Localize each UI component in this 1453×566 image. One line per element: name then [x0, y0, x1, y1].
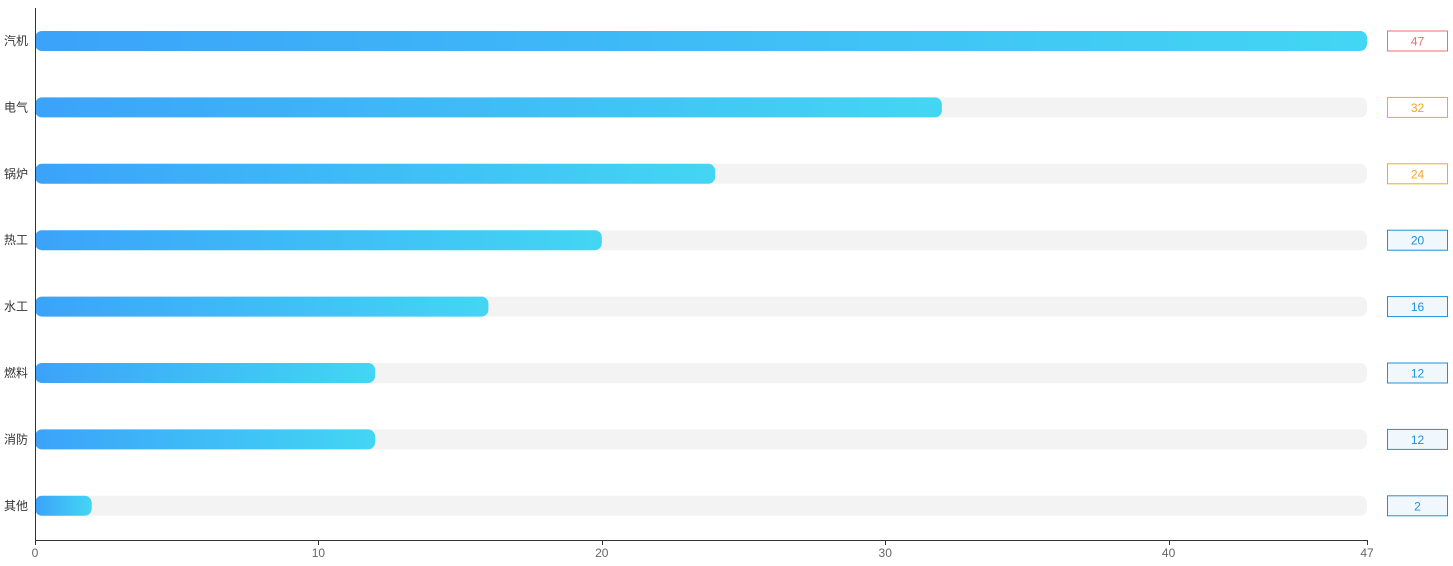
x-tick-label: 30: [879, 546, 893, 560]
value-label: 12: [1411, 433, 1425, 447]
bar: [35, 97, 942, 118]
category-label: 热工: [4, 233, 28, 247]
x-tick-label: 0: [32, 546, 39, 560]
value-badge: [1387, 362, 1448, 384]
value-label: 12: [1411, 367, 1425, 381]
category-label: 燃料: [4, 365, 28, 380]
bar: [35, 363, 376, 383]
value-label: 2: [1414, 499, 1421, 513]
value-badge: [1387, 163, 1448, 185]
value-label: 16: [1411, 300, 1425, 314]
bar-track: [35, 495, 1367, 516]
category-label: 消防: [4, 431, 28, 446]
category-label: 其他: [4, 499, 28, 513]
value-labels: 47 32 24 20 16 12 12 2: [1387, 30, 1448, 517]
value-label: 32: [1411, 101, 1425, 115]
bars: [35, 31, 1367, 516]
value-label: 47: [1411, 35, 1425, 49]
category-label: 水工: [4, 300, 28, 314]
bar: [35, 429, 376, 450]
bar: [35, 495, 92, 516]
bar: [35, 296, 489, 317]
value-label: 24: [1411, 167, 1425, 181]
x-tick-label: 20: [595, 546, 609, 560]
value-badge: [1387, 296, 1448, 318]
x-tick-label: 40: [1162, 546, 1176, 560]
bar: [35, 31, 1367, 51]
category-label: 电气: [4, 99, 28, 114]
bar: [35, 163, 716, 184]
value-badge: [1387, 495, 1448, 517]
value-label: 20: [1411, 234, 1425, 248]
value-badge: [1387, 229, 1448, 251]
value-badge: [1387, 30, 1448, 52]
axes: 0 10 20 30 40 47: [32, 8, 1374, 560]
value-badge: [1387, 428, 1448, 450]
x-tick-label: 47: [1360, 546, 1374, 560]
x-tick-label: 10: [312, 546, 326, 560]
value-badge: [1387, 96, 1448, 118]
bar: [35, 230, 602, 251]
category-label: 汽机: [4, 33, 28, 48]
category-label: 锅炉: [4, 166, 28, 181]
